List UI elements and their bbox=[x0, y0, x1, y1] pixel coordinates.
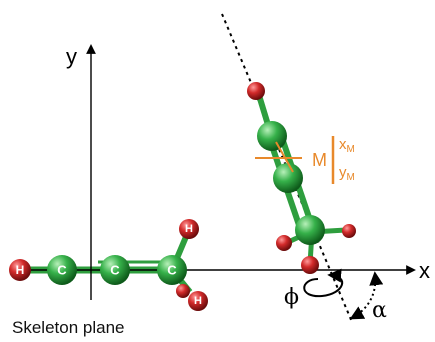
carbon-atom-upper bbox=[257, 121, 287, 151]
molecule-center-marker bbox=[255, 136, 335, 184]
hydrogen-atom-behind bbox=[176, 284, 190, 298]
hydrogen-atom-left-label: H bbox=[16, 263, 25, 277]
carbon-atom-1 bbox=[47, 255, 77, 285]
skeleton-plane-caption: Skeleton plane bbox=[12, 318, 125, 337]
oxygen-atom-bottom bbox=[301, 256, 319, 274]
oxygen-atom-top bbox=[247, 82, 265, 100]
center-label-x-sub: xM bbox=[339, 136, 355, 155]
oxygen-atom-left bbox=[276, 235, 292, 251]
oxygen-atom-right bbox=[342, 224, 356, 238]
hydrogen-atom-bottom-label: H bbox=[194, 295, 202, 307]
center-label-y-sub: yM bbox=[339, 164, 355, 183]
carbon-atom-1-label: C bbox=[57, 263, 67, 278]
y-axis-label: y bbox=[66, 44, 77, 69]
phi-rotation-arrow bbox=[303, 268, 344, 298]
carbon-atom-3-label: C bbox=[167, 263, 177, 278]
carbon-atom-lower bbox=[295, 215, 325, 245]
skeleton-atoms: H C C C H H bbox=[9, 219, 208, 311]
carbon-atom-3 bbox=[157, 255, 187, 285]
phi-label: ϕ bbox=[284, 285, 299, 310]
molecule-atoms bbox=[247, 82, 356, 274]
x-axis-label: x bbox=[419, 258, 430, 283]
alpha-label: α bbox=[372, 298, 387, 323]
hydrogen-atom-left bbox=[9, 259, 31, 281]
center-label-m: M bbox=[312, 150, 327, 170]
carbon-atom-2 bbox=[100, 255, 130, 285]
alpha-angle-arrow bbox=[349, 271, 384, 320]
hydrogen-atom-top bbox=[179, 219, 199, 239]
hydrogen-atom-bottom bbox=[188, 291, 208, 311]
hydrogen-atom-top-label: H bbox=[185, 223, 193, 235]
carbon-atom-2-label: C bbox=[110, 263, 120, 278]
carbon-atom-middle bbox=[273, 163, 303, 193]
